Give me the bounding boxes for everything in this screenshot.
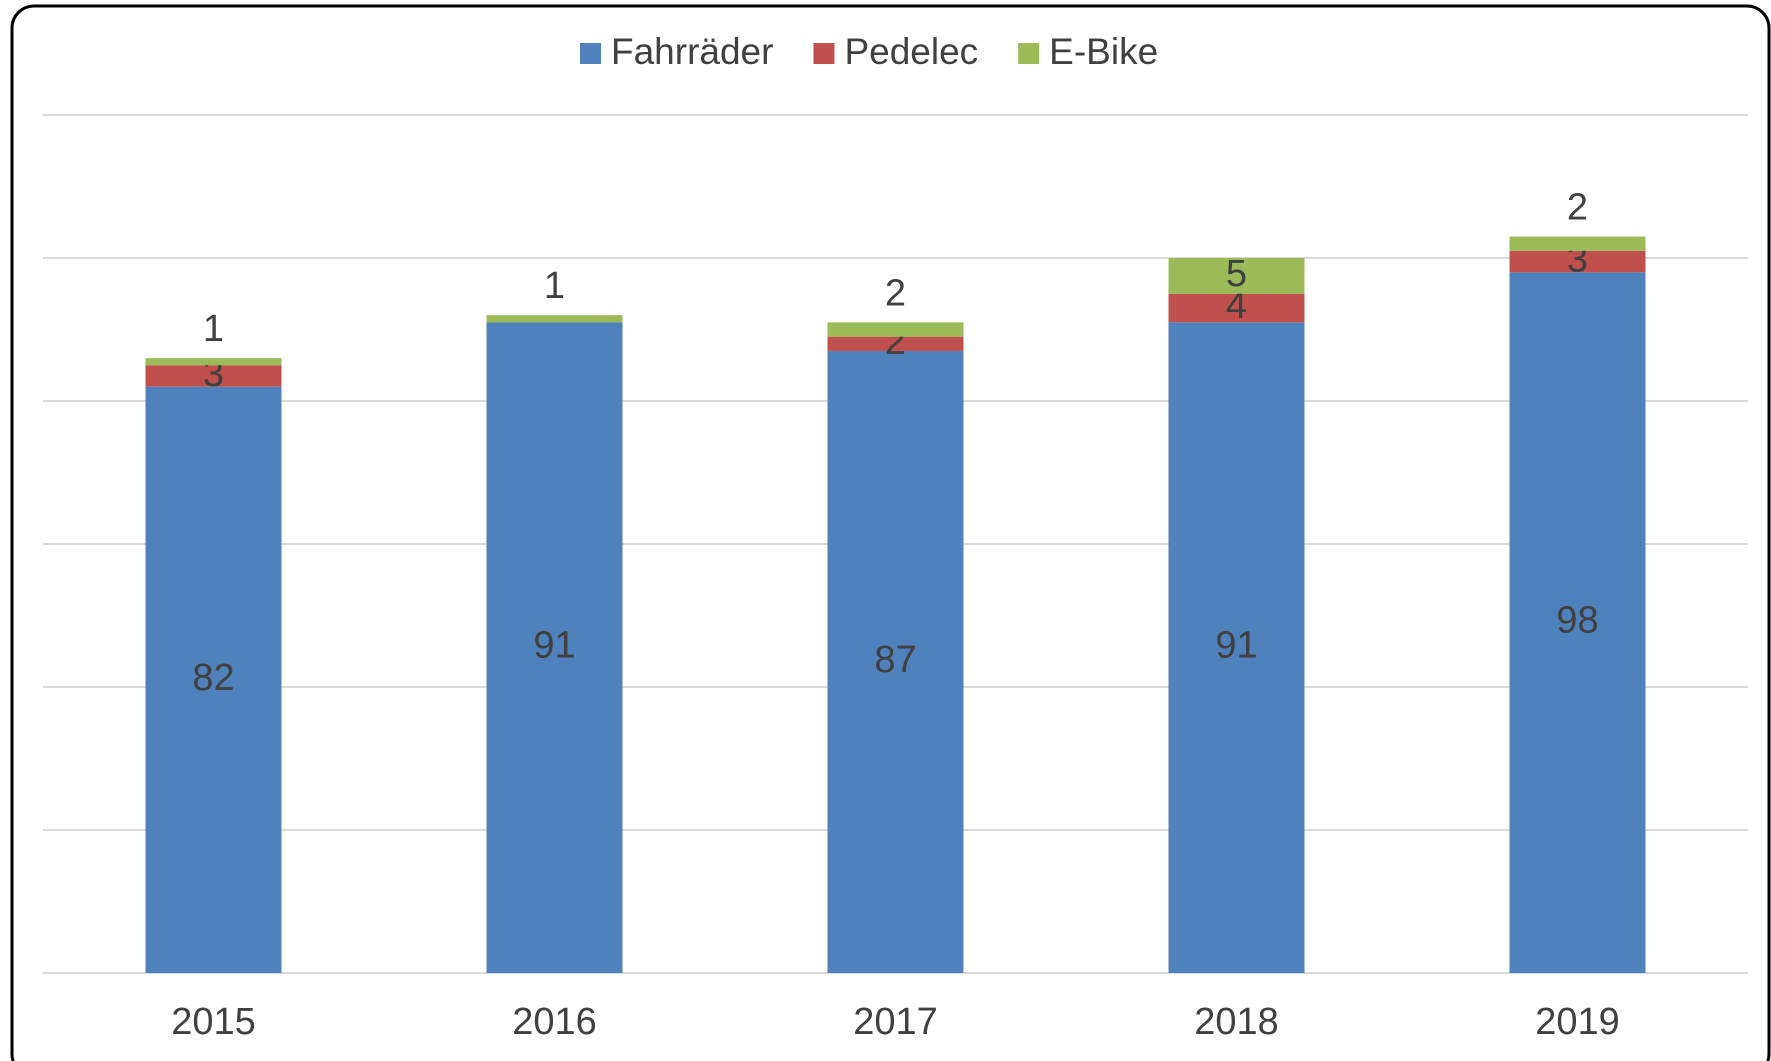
data-label: 91 — [1215, 625, 1257, 667]
data-label: 2 — [885, 272, 906, 314]
bar-segment — [1168, 293, 1305, 323]
x-tick-label: 2015 — [171, 1001, 256, 1043]
legend-label: Pedelec — [844, 31, 978, 72]
legend-label: E-Bike — [1049, 31, 1158, 72]
bar-segment — [145, 386, 282, 973]
bar-segment — [1509, 272, 1646, 973]
data-label: 2 — [1567, 187, 1588, 229]
data-label: 91 — [533, 625, 575, 667]
data-label: 4 — [1226, 285, 1247, 327]
bar-segment — [145, 358, 282, 366]
bar-segment — [827, 350, 964, 973]
x-tick-label: 2019 — [1535, 1001, 1620, 1043]
legend-swatch — [813, 43, 835, 64]
bar-segment — [1168, 258, 1305, 294]
data-label: 87 — [874, 639, 916, 681]
legend-swatch — [1018, 43, 1040, 64]
bar-segment — [827, 336, 964, 351]
bar-segment — [1509, 236, 1646, 251]
data-label: 1 — [544, 265, 565, 307]
legend: Fahrräder Pedelec E-Bike — [580, 31, 1158, 72]
x-tick-label: 2017 — [853, 1001, 938, 1043]
bar-segment — [486, 322, 623, 974]
bar-segment — [145, 365, 282, 387]
data-label: 5 — [1226, 253, 1247, 295]
x-tick-label: 2016 — [512, 1001, 597, 1043]
data-label: 1 — [203, 308, 224, 350]
bar-segment — [1509, 250, 1646, 273]
bar-segment — [827, 322, 964, 337]
bar-segment — [1168, 322, 1305, 974]
x-tick-label: 2018 — [1194, 1001, 1279, 1043]
legend-label: Fahrräder — [611, 31, 773, 72]
legend-swatch — [580, 43, 601, 64]
data-label: 82 — [192, 657, 234, 699]
data-label: 98 — [1556, 600, 1598, 642]
bar-segment — [486, 315, 623, 323]
